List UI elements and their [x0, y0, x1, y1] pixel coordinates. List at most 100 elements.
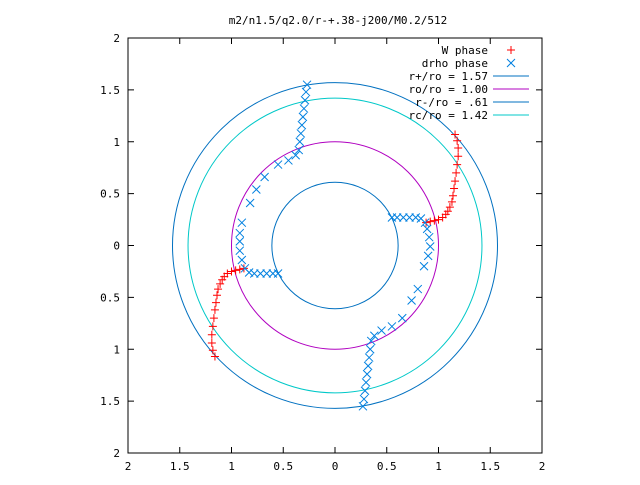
legend-swatch	[507, 46, 515, 54]
data-points	[207, 80, 463, 411]
drho-phase-point	[398, 213, 408, 222]
w-phase-point	[452, 168, 461, 177]
drho-phase-point	[420, 218, 430, 228]
drho-phase-point	[360, 386, 370, 396]
w-phase-point	[239, 264, 248, 273]
drho-phase-point	[294, 145, 304, 155]
drho-phase-point	[405, 213, 414, 222]
drho-phase-point	[256, 269, 265, 278]
w-phase-point	[213, 291, 222, 300]
w-phase-point	[210, 305, 219, 314]
drho-phase-point	[407, 296, 416, 305]
drho-phase-point	[397, 313, 407, 323]
y-tick-label: 1.5	[100, 84, 120, 97]
legend-label: r-/ro = .61	[415, 96, 488, 109]
drho-phase-point	[361, 378, 371, 387]
y-tick-label: 0	[113, 240, 120, 253]
w-phase-point	[218, 275, 227, 284]
w-phase-point	[231, 266, 240, 275]
drho-phase-point	[392, 213, 402, 222]
x-tick-label: 1	[435, 460, 442, 473]
w-phase-point	[214, 285, 223, 294]
drho-phase-point	[299, 104, 309, 113]
drho-phase-point	[298, 112, 308, 122]
w-phase-point	[454, 143, 463, 152]
w-phase-point	[450, 184, 459, 193]
w-phase-point	[209, 314, 218, 323]
drho-phase-point	[369, 331, 379, 341]
drho-phase-point	[297, 120, 307, 130]
drho-phase-point	[235, 228, 245, 238]
drho-phase-point	[237, 255, 247, 265]
x-tick-label: 2	[125, 460, 132, 473]
drho-phase-point	[240, 263, 250, 273]
drho-phase-point	[359, 394, 369, 404]
drho-phase-point	[284, 156, 293, 165]
w-phase-point	[453, 136, 462, 145]
drho-phase-point	[235, 236, 245, 246]
drho-phase-point	[262, 269, 272, 278]
x-tick-label: 0.5	[273, 460, 293, 473]
drho-phase-point	[363, 361, 373, 371]
w-phase-point	[445, 203, 454, 212]
w-phase-point	[208, 346, 217, 355]
drho-phase-point	[377, 326, 386, 335]
drho-phase-point	[251, 185, 261, 194]
y-tick-label: 2	[113, 32, 120, 45]
circle-r_plus	[172, 82, 498, 409]
y-tick-label: 0.5	[100, 188, 120, 201]
chart-title: m2/n1.5/q2.0/r-+.38-j200/M0.2/512	[229, 14, 448, 27]
legend-label: rc/ro = 1.42	[409, 109, 488, 122]
drho-phase-point	[387, 322, 397, 331]
drho-phase-point	[365, 344, 375, 354]
drho-phase-point	[273, 160, 283, 169]
w-phase-point	[448, 191, 457, 200]
drho-phase-point	[411, 213, 421, 222]
y-tick-label: 1	[113, 343, 120, 356]
drho-phase-point	[245, 198, 255, 208]
drho-phase-point	[235, 246, 245, 256]
drho-phase-point	[291, 150, 301, 160]
circle-rc	[187, 97, 483, 394]
drho-phase-point	[425, 242, 435, 251]
w-phase-point	[451, 177, 460, 186]
w-phase-point	[434, 215, 443, 224]
w-phase-point	[208, 322, 217, 331]
w-phase-point	[235, 265, 244, 274]
w-phase-point	[426, 217, 435, 226]
w-phase-point	[443, 207, 452, 216]
w-phase-point	[430, 216, 439, 225]
w-phase-point	[451, 130, 460, 139]
w-phase-point	[216, 279, 225, 288]
drho-phase-point	[366, 336, 376, 346]
legend-label: drho phase	[422, 57, 488, 70]
y-tick-label: 0.5	[100, 291, 120, 304]
x-tick-label: 0.5	[377, 460, 397, 473]
drho-phase-point	[296, 129, 306, 138]
w-phase-point	[453, 160, 462, 169]
drho-phase-point	[237, 218, 247, 228]
x-tick-label: 2	[539, 460, 546, 473]
drho-phase-point	[300, 95, 310, 105]
y-tick-label: 1	[113, 136, 120, 149]
drho-phase-point	[422, 224, 432, 234]
y-tick-label: 2	[113, 447, 120, 460]
w-phase-point	[210, 352, 219, 361]
drho-phase-point	[424, 232, 434, 242]
w-phase-point	[227, 267, 236, 276]
circle-r_minus	[271, 181, 399, 310]
w-phase-point	[422, 218, 431, 227]
y-tick-label: 1.5	[100, 395, 120, 408]
w-phase-point	[207, 339, 216, 348]
x-tick-label: 1.5	[480, 460, 500, 473]
legend-swatch	[506, 58, 516, 68]
drho-phase-point	[358, 401, 368, 411]
w-phase-point	[447, 197, 456, 206]
drho-phase-point	[362, 369, 372, 379]
x-tick-label: 0	[332, 460, 339, 473]
drho-phase-point	[301, 87, 311, 97]
legend-label: r+/ro = 1.57	[409, 70, 488, 83]
drho-phase-point	[423, 251, 433, 261]
